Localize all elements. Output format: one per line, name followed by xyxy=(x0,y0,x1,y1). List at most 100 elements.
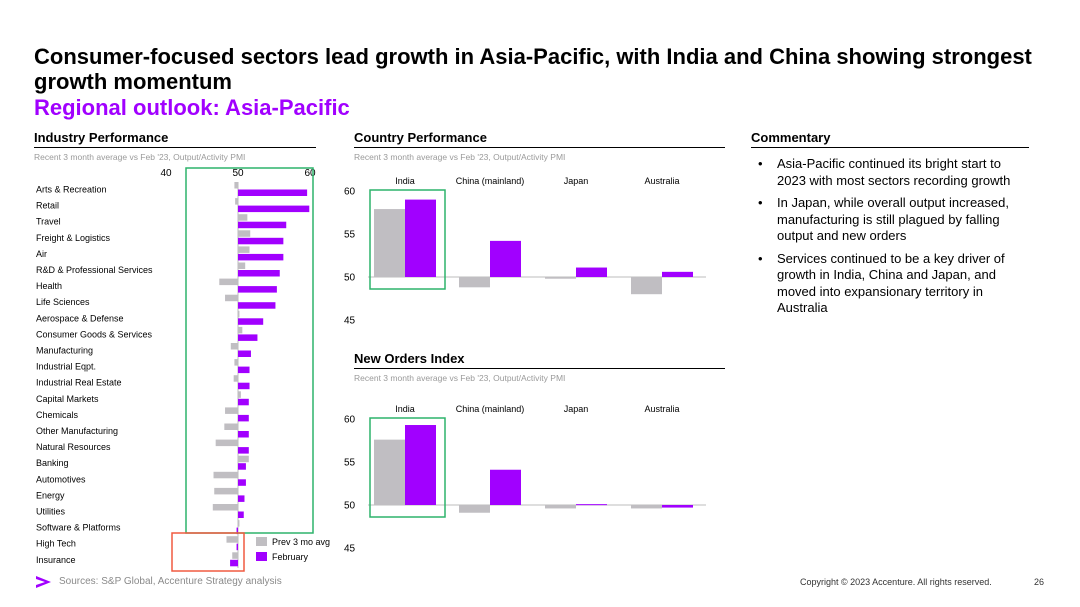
category-label: Other Manufacturing xyxy=(36,426,118,436)
orders-heading: New Orders Index xyxy=(354,351,725,369)
february-bar xyxy=(238,221,287,229)
industry-heading: Industry Performance xyxy=(34,130,316,148)
february-bar xyxy=(238,318,264,325)
february-bar xyxy=(238,382,250,390)
prev-bar xyxy=(459,277,490,288)
february-bar xyxy=(230,559,238,567)
commentary-item: Services continued to be a key driver of… xyxy=(758,251,1028,317)
prev-bar xyxy=(234,359,238,366)
category-label: Health xyxy=(36,281,62,291)
category-label: Chemicals xyxy=(36,410,79,420)
india-highlight-box xyxy=(369,417,446,518)
february-bar xyxy=(576,267,607,277)
prev-bar xyxy=(230,343,238,350)
category-label: Australia xyxy=(644,176,679,186)
prev-bar xyxy=(219,278,238,286)
category-label: Australia xyxy=(644,404,679,414)
category-label: Manufacturing xyxy=(36,346,93,356)
legend-february-swatch xyxy=(256,552,267,561)
x-tick-label: 50 xyxy=(232,168,244,179)
prev-bar xyxy=(631,505,662,509)
category-label: Consumer Goods & Services xyxy=(36,329,153,339)
february-bar xyxy=(238,511,244,518)
footer-sources: Sources: S&P Global, Accenture Strategy … xyxy=(59,576,282,587)
category-label: Retail xyxy=(36,201,59,211)
february-bar xyxy=(238,270,280,277)
category-label: Banking xyxy=(36,458,69,468)
prev-bar xyxy=(238,455,249,463)
y-tick-label: 50 xyxy=(344,501,356,512)
prev-bar xyxy=(215,439,238,447)
prev-bar xyxy=(374,439,405,505)
country-chart: 45 50 55 60 India China (mainland) Japan Austra… xyxy=(344,176,706,327)
category-label: Japan xyxy=(564,404,589,414)
commentary-list: Asia-Pacific continued its bright start … xyxy=(758,156,1028,323)
february-bar xyxy=(238,366,250,374)
category-label: Capital Markets xyxy=(36,394,99,404)
february-bar xyxy=(662,271,693,277)
commentary-heading: Commentary xyxy=(751,130,1029,148)
february-bar xyxy=(238,447,249,454)
category-label: India xyxy=(395,404,415,414)
y-tick-label: 55 xyxy=(344,458,356,469)
category-label: Life Sciences xyxy=(36,297,90,307)
february-bar xyxy=(238,205,310,213)
category-label: Insurance xyxy=(36,555,76,565)
prev-bar xyxy=(238,520,240,527)
commentary-item: In Japan, while overall output increased… xyxy=(758,195,1028,245)
prev-bar xyxy=(235,198,238,205)
february-bar xyxy=(238,463,246,470)
category-label: Air xyxy=(36,249,47,259)
category-label: Software & Platforms xyxy=(36,523,121,533)
y-tick-label: 50 xyxy=(344,273,356,284)
commentary-item: Asia-Pacific continued its bright start … xyxy=(758,156,1028,189)
prev-bar xyxy=(459,505,490,513)
category-label: R&D & Professional Services xyxy=(36,265,153,275)
february-bar xyxy=(405,199,436,277)
february-bar xyxy=(238,189,308,196)
orders-chart: 45 50 55 60 India China (mainland) Japan Austra… xyxy=(344,404,706,555)
prev-bar xyxy=(214,487,238,495)
industry-subheading: Recent 3 month average vs Feb '23, Outpu… xyxy=(34,152,246,162)
february-bar xyxy=(238,253,284,261)
legend-february-label: February xyxy=(272,552,309,562)
prev-bar xyxy=(545,505,576,509)
category-label: Freight & Logistics xyxy=(36,233,111,243)
y-tick-label: 45 xyxy=(344,544,356,555)
prev-bar xyxy=(225,294,238,302)
february-bar xyxy=(236,527,238,535)
y-tick-label: 60 xyxy=(344,415,356,426)
footer-copyright: Copyright © 2023 Accenture. All rights r… xyxy=(800,577,992,587)
y-tick-label: 60 xyxy=(344,187,356,198)
orders-subheading: Recent 3 month average vs Feb '23, Outpu… xyxy=(354,373,566,383)
prev-bar xyxy=(224,423,238,430)
prev-bar xyxy=(631,277,662,295)
category-label: Automotives xyxy=(36,474,86,484)
february-bar xyxy=(238,286,277,293)
february-bar xyxy=(238,398,249,406)
february-bar xyxy=(238,237,284,245)
february-bar xyxy=(238,302,276,309)
prev-bar xyxy=(545,277,576,279)
category-label: China (mainland) xyxy=(456,176,525,186)
prev-bar xyxy=(225,407,238,414)
category-label: Industrial Real Estate xyxy=(36,378,122,388)
prev-bar xyxy=(238,262,246,269)
legend-prev-label: Prev 3 mo avg xyxy=(272,537,330,547)
page-number: 26 xyxy=(1034,577,1045,587)
february-bar xyxy=(238,479,246,486)
february-bar xyxy=(236,543,238,551)
prev-bar xyxy=(374,209,405,277)
february-bar xyxy=(238,350,251,357)
category-label: Travel xyxy=(36,217,61,227)
accenture-chevron-icon xyxy=(36,576,51,588)
february-bar xyxy=(238,414,249,422)
x-tick-label: 60 xyxy=(304,168,316,179)
y-tick-label: 45 xyxy=(344,316,356,327)
prev-bar xyxy=(238,326,243,334)
category-label: Arts & Recreation xyxy=(36,185,107,195)
prev-bar xyxy=(234,182,238,189)
february-bar xyxy=(238,431,249,438)
category-label: Energy xyxy=(36,490,65,500)
category-label: Natural Resources xyxy=(36,442,111,452)
